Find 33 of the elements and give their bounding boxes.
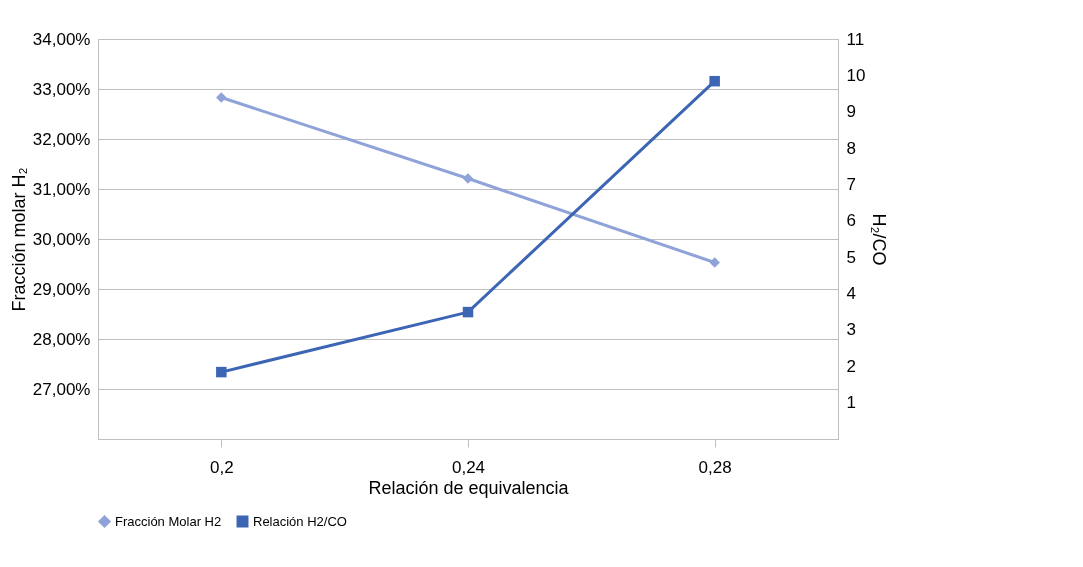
point [216,366,227,378]
point [709,75,720,87]
y2-tick-label: 7 [846,174,856,194]
y-tick-label: 28,00% [32,329,91,349]
point [462,173,474,184]
x-tick-label: 0,2 [210,457,234,477]
y2-tick-label: 9 [846,102,856,122]
y2-tick-label: 3 [846,320,856,340]
legend-label: Relación H2/CO [253,513,347,529]
y2-tick-label: 11 [846,29,865,49]
point [462,306,474,318]
y2-axis-title: H₂/CO [869,213,890,266]
y2-tick-label: 2 [846,356,856,376]
y-tick-label: 34,00% [32,29,91,49]
y2-tick-label: 10 [846,65,866,85]
y2-tick-label: 4 [846,284,856,304]
y-tick-label: 29,00% [32,279,91,299]
point [216,92,227,103]
y-tick-label: 31,00% [32,179,91,199]
y-tick-label: 30,00% [32,229,91,249]
x-tick-label: 0,28 [698,457,732,477]
y2-tick-label: 8 [846,138,856,158]
legend-label: Fracción Molar H2 [115,513,222,529]
x-tick-label: 0,24 [451,457,486,477]
y2-tick-label: 6 [846,211,856,231]
y-axis-title: Fracción molar H₂ [8,167,29,312]
y-tick-label: 33,00% [32,79,91,99]
point [709,257,720,268]
y-tick-label: 32,00% [32,129,91,149]
x-axis-title: Relación de equivalencia [368,477,570,498]
y2-tick-label: 5 [846,247,856,267]
y2-tick-label: 1 [846,393,856,413]
y-tick-label: 27,00% [32,379,91,399]
